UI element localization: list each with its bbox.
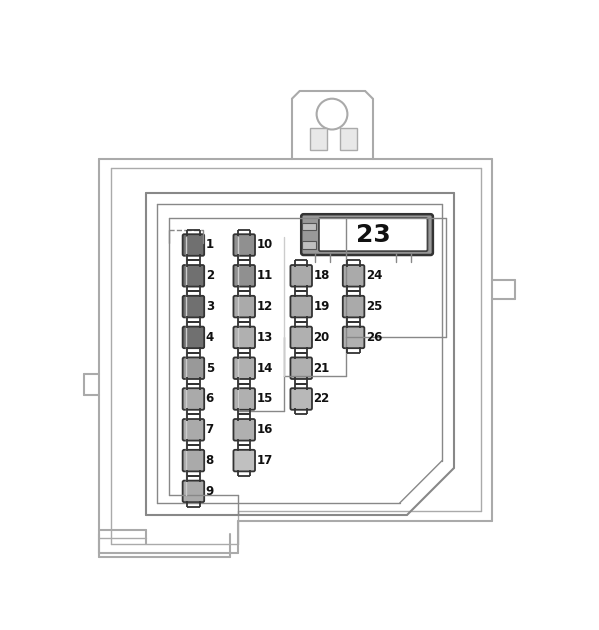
Text: 7: 7: [205, 423, 214, 437]
FancyBboxPatch shape: [234, 326, 255, 348]
FancyBboxPatch shape: [183, 419, 204, 440]
Text: 19: 19: [313, 300, 330, 313]
FancyBboxPatch shape: [234, 296, 255, 318]
Text: 11: 11: [256, 269, 273, 282]
Bar: [302, 241, 316, 249]
Bar: [302, 222, 316, 231]
FancyBboxPatch shape: [234, 450, 255, 471]
FancyBboxPatch shape: [234, 419, 255, 440]
Text: 23: 23: [356, 222, 391, 246]
Text: 20: 20: [313, 331, 330, 344]
Text: 6: 6: [205, 392, 214, 406]
FancyBboxPatch shape: [291, 357, 312, 379]
Text: 21: 21: [313, 362, 330, 375]
FancyBboxPatch shape: [234, 388, 255, 410]
FancyBboxPatch shape: [234, 265, 255, 287]
FancyBboxPatch shape: [183, 234, 204, 256]
Text: 12: 12: [256, 300, 273, 313]
Text: 18: 18: [313, 269, 330, 282]
Text: 9: 9: [205, 485, 214, 498]
FancyBboxPatch shape: [301, 214, 433, 255]
FancyBboxPatch shape: [183, 357, 204, 379]
Text: 2: 2: [205, 269, 214, 282]
Text: 8: 8: [205, 454, 214, 467]
FancyBboxPatch shape: [291, 326, 312, 348]
FancyBboxPatch shape: [343, 326, 364, 348]
Text: 22: 22: [313, 392, 330, 406]
FancyBboxPatch shape: [343, 265, 364, 287]
Text: 13: 13: [256, 331, 273, 344]
Text: 25: 25: [366, 300, 382, 313]
FancyBboxPatch shape: [183, 481, 204, 502]
Text: 1: 1: [205, 239, 214, 251]
FancyBboxPatch shape: [183, 450, 204, 471]
Text: 5: 5: [205, 362, 214, 375]
Text: 4: 4: [205, 331, 214, 344]
FancyBboxPatch shape: [183, 265, 204, 287]
FancyBboxPatch shape: [183, 388, 204, 410]
FancyBboxPatch shape: [234, 234, 255, 256]
Text: 15: 15: [256, 392, 273, 406]
Text: 26: 26: [366, 331, 382, 344]
Bar: [310, 128, 326, 149]
Text: 16: 16: [256, 423, 273, 437]
FancyBboxPatch shape: [234, 357, 255, 379]
FancyBboxPatch shape: [343, 296, 364, 318]
Text: 17: 17: [256, 454, 273, 467]
FancyBboxPatch shape: [183, 296, 204, 318]
FancyBboxPatch shape: [183, 326, 204, 348]
Bar: [340, 128, 358, 149]
Circle shape: [317, 99, 347, 130]
Text: 10: 10: [256, 239, 273, 251]
Text: 3: 3: [205, 300, 214, 313]
FancyBboxPatch shape: [291, 265, 312, 287]
FancyBboxPatch shape: [319, 218, 428, 251]
Text: 24: 24: [366, 269, 382, 282]
Text: 14: 14: [256, 362, 273, 375]
FancyBboxPatch shape: [291, 296, 312, 318]
FancyBboxPatch shape: [291, 388, 312, 410]
